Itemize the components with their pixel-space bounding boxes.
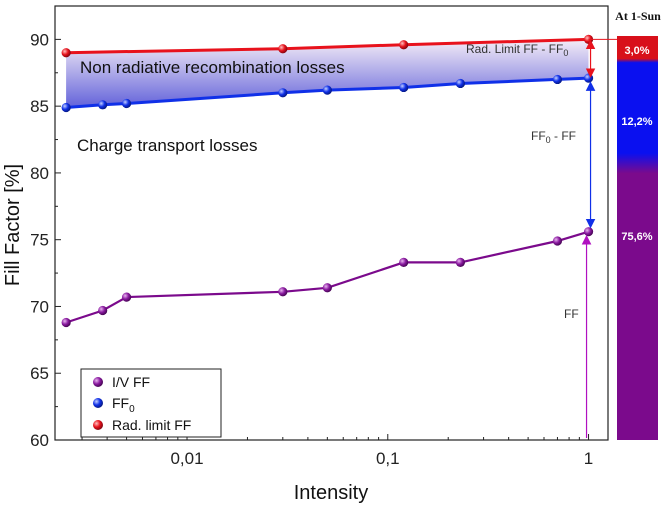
legend-label-rad-limit: Rad. limit FF xyxy=(112,417,191,433)
nonradiative-loss-area xyxy=(66,39,589,108)
ff0-data-point xyxy=(278,88,288,98)
plot-frame xyxy=(54,5,609,441)
y-tick-label: 90 xyxy=(30,30,49,49)
sun-bar-label-ff: 75,6% xyxy=(621,231,652,243)
ff0-data-point xyxy=(583,73,594,83)
charge-transport-loss-label: Charge transport losses xyxy=(77,136,257,155)
x-tick-label: 0,01 xyxy=(170,449,203,468)
legend: I/V FF FF0 Rad. limit FF xyxy=(80,368,222,438)
legend-label-iv-ff: I/V FF xyxy=(112,374,150,390)
y-tick-label: 85 xyxy=(30,97,49,116)
legend-marker-ff0 xyxy=(93,398,103,408)
ff0-data-point xyxy=(455,78,466,89)
sun-bar-label-ff0: 12,2% xyxy=(621,116,652,128)
y-tick-label: 75 xyxy=(30,231,49,250)
ff0-data-point xyxy=(399,82,409,93)
iv-ff-data-point xyxy=(399,257,409,267)
legend-marker-iv-ff xyxy=(93,377,103,387)
ff0-data-point xyxy=(121,98,132,109)
iv-ff-data-point xyxy=(61,317,71,328)
iv-ff-data-point xyxy=(278,287,288,297)
y-tick-label: 60 xyxy=(30,431,49,450)
rad-limit-data-point xyxy=(399,40,409,50)
iv-ff-data-point xyxy=(98,305,108,316)
x-axis-title: Intensity xyxy=(294,482,368,504)
sun-bar xyxy=(617,36,658,440)
x-tick-label: 1 xyxy=(584,449,593,468)
series-points xyxy=(61,34,594,328)
y-tick-label: 70 xyxy=(30,297,49,316)
ff0-data-point xyxy=(552,74,563,85)
y-axis-title: Fill Factor [%] xyxy=(2,164,24,286)
sun-bar-label-rad: 3,0% xyxy=(624,45,649,57)
nonradiative-loss-label: Non radiative recombination losses xyxy=(80,58,345,77)
iv-ff-data-point xyxy=(583,227,594,237)
iv-ff-data-point xyxy=(552,236,563,246)
legend-label-ff0: FF0 xyxy=(112,395,135,415)
x-tick-label: 0,1 xyxy=(376,449,400,468)
legend-box xyxy=(80,368,222,438)
y-axis-ticks: 60 65 70 75 80 85 90 xyxy=(30,30,61,450)
rad-limit-data-point xyxy=(278,44,288,54)
ff0-data-point xyxy=(61,102,71,113)
rad-limit-gap-label: Rad. Limit FF - FF0 xyxy=(466,42,568,58)
x-axis-ticks: 0,01 0,1 1 xyxy=(81,434,593,468)
y-tick-label: 65 xyxy=(30,364,49,383)
ff0-data-point xyxy=(322,85,332,95)
iv-ff-series-line xyxy=(65,230,589,324)
rad-limit-data-point xyxy=(61,48,71,58)
legend-marker-rad-limit xyxy=(93,420,103,430)
rad-limit-series-line xyxy=(66,37,589,55)
iv-ff-data-point xyxy=(455,257,466,267)
iv-ff-data-point xyxy=(121,292,132,302)
y-tick-label: 80 xyxy=(30,164,49,183)
ff-label: FF xyxy=(564,307,579,321)
ff0-ff-gap-label: FF0 - FF xyxy=(531,129,576,145)
iv-ff-data-point xyxy=(322,283,332,293)
sun-bar-title: At 1-Sun xyxy=(615,9,661,23)
ff0-data-point xyxy=(98,100,108,110)
